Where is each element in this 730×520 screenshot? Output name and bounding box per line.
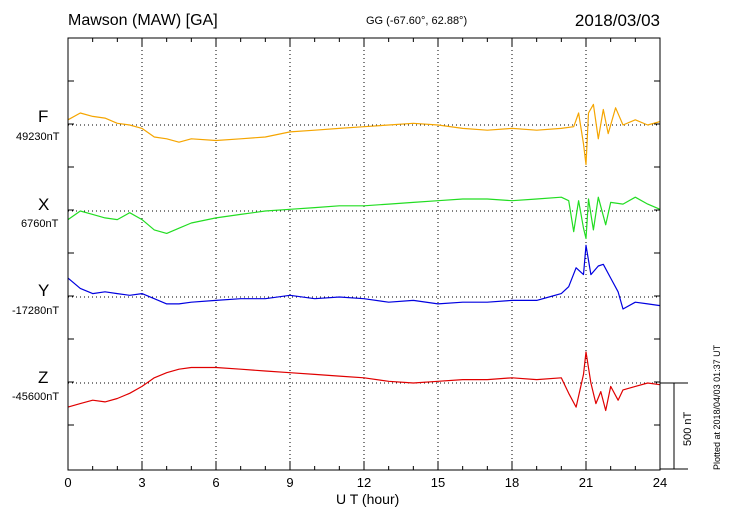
baseline-label-z: -45600nT [12,391,60,403]
baseline-label-x: 6760nT [21,218,59,230]
x-tick-label-6: 6 [212,475,219,490]
baseline-label-y: -17280nT [12,305,60,317]
x-tick-label-18: 18 [505,475,519,490]
series-label-z: Z [38,368,49,387]
series-line-z [67,351,661,412]
scale-bar [660,382,688,470]
series-label-f: F [38,107,49,126]
x-axis-label: U T (hour) [336,491,400,507]
tick-layer: 0 3 6 9 12 15 18 21 24 [64,38,667,490]
baseline-label-f: 49230nT [16,131,60,143]
x-tick-label-0: 0 [64,475,71,490]
station-title: Mawson (MAW) [GA] [68,12,218,29]
series-line-f [67,103,661,166]
chart-date: 2018/03/03 [574,11,660,30]
x-tick-label-9: 9 [286,475,293,490]
x-tick-label-21: 21 [579,475,593,490]
x-tick-label-12: 12 [357,475,371,490]
series-line-x [67,196,661,240]
x-tick-label-24: 24 [653,475,667,490]
geo-coordinates: GG (-67.60°, 62.88°) [366,15,468,27]
x-tick-label-15: 15 [431,475,445,490]
grid-layer [68,38,660,470]
series-line-y [67,244,661,310]
x-tick-label-3: 3 [138,475,145,490]
series-label-x: X [38,195,50,214]
scale-bar-label: 500 nT [682,411,694,446]
series-layer [67,103,661,412]
series-label-y: Y [38,281,50,300]
plotted-timestamp: Plotted at 2018/04/03 01:37 UT [712,344,722,470]
